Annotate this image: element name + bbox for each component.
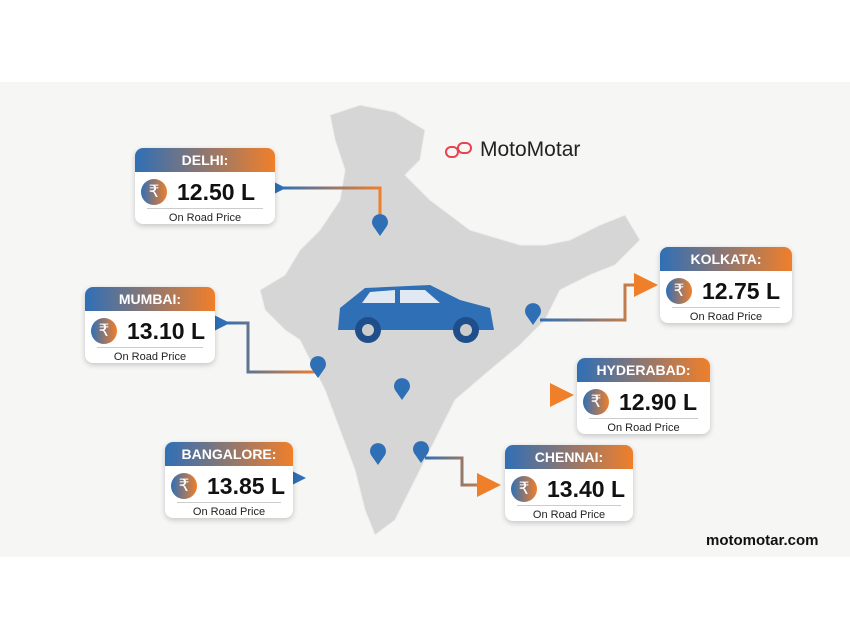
price-card-bangalore: BANGALORE: ₹13.85 L On Road Price	[165, 442, 293, 518]
brand-name: MotoMotar	[480, 138, 581, 161]
website-url: motomotar.com	[706, 532, 819, 549]
price-card-mumbai: MUMBAI: ₹13.10 L On Road Price	[85, 287, 215, 363]
price: 12.90 L	[619, 388, 697, 415]
delhi-connector	[262, 176, 382, 222]
rupee-icon: ₹	[91, 318, 117, 344]
price-card-chennai: CHENNAI: ₹13.40 L On Road Price	[505, 445, 633, 521]
kolkata-pin-icon	[525, 303, 541, 325]
city-name: KOLKATA:	[660, 247, 792, 271]
price: 13.85 L	[207, 472, 285, 499]
hyderabad-pin-icon	[394, 378, 410, 400]
mumbai-pin-icon	[310, 356, 326, 378]
chennai-pin-icon	[413, 441, 429, 463]
city-name: CHENNAI:	[505, 445, 633, 469]
city-name: HYDERABAD:	[577, 358, 710, 382]
rupee-icon: ₹	[666, 278, 692, 304]
price-label: On Road Price	[517, 505, 621, 521]
price-label: On Road Price	[672, 307, 780, 323]
brand-logo: MotoMotar	[444, 138, 580, 162]
price-card-hyderabad: HYDERABAD: ₹12.90 L On Road Price	[577, 358, 710, 434]
price-label: On Road Price	[97, 347, 203, 363]
price-label: On Road Price	[177, 502, 281, 518]
delhi-pin-icon	[372, 214, 388, 236]
rupee-icon: ₹	[511, 476, 537, 502]
city-name: DELHI:	[135, 148, 275, 172]
price: 12.50 L	[177, 178, 255, 205]
price: 13.40 L	[547, 475, 625, 502]
kolkata-connector	[540, 273, 658, 322]
price-card-delhi: DELHI: ₹12.50 L On Road Price	[135, 148, 275, 224]
bangalore-pin-icon	[370, 443, 386, 465]
rupee-icon: ₹	[171, 473, 197, 499]
price-label: On Road Price	[589, 418, 698, 434]
car-icon	[338, 285, 494, 343]
price-label: On Road Price	[147, 208, 263, 224]
city-name: BANGALORE:	[165, 442, 293, 466]
rupee-icon: ₹	[583, 389, 609, 415]
city-name: MUMBAI:	[85, 287, 215, 311]
price: 13.10 L	[127, 317, 205, 344]
rupee-icon: ₹	[141, 179, 167, 205]
price-card-kolkata: KOLKATA: ₹12.75 L On Road Price	[660, 247, 792, 323]
mumbai-connector	[206, 311, 318, 374]
price: 12.75 L	[702, 277, 780, 304]
chennai-connector	[425, 456, 501, 497]
chain-icon	[445, 142, 472, 158]
